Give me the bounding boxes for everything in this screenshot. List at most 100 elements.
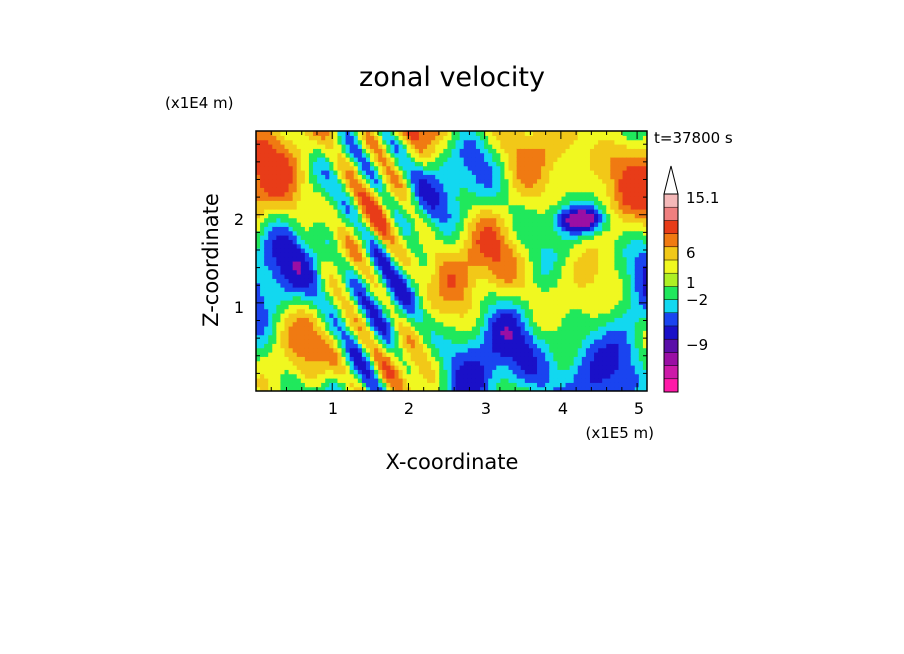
field-cell (353, 347, 359, 353)
field-cell (431, 382, 436, 388)
field-cell (565, 261, 571, 266)
field-cell (427, 330, 432, 336)
field-cell (296, 239, 302, 245)
field-cell (260, 282, 265, 288)
field-cell (300, 187, 306, 193)
field-cell (594, 343, 599, 349)
field-cell (276, 373, 282, 379)
field-cell (463, 131, 469, 136)
field-cell (427, 373, 432, 379)
field-cell (374, 252, 379, 258)
field-cell (329, 256, 334, 262)
field-cell (402, 317, 408, 323)
field-cell (268, 365, 273, 370)
field-cell (565, 386, 571, 391)
field-cell (561, 165, 567, 171)
field-cell (333, 217, 339, 223)
field-cell (300, 386, 306, 391)
field-cell (406, 373, 412, 379)
field-cell (276, 239, 282, 245)
field-cell (500, 230, 506, 236)
field-cell (475, 313, 481, 318)
field-cell (541, 191, 546, 197)
field-cell (308, 300, 314, 305)
field-cell (260, 343, 265, 349)
field-cell (480, 382, 485, 388)
field-cell (292, 365, 298, 370)
field-cell (276, 183, 282, 188)
field-cell (520, 239, 526, 245)
field-cell (410, 191, 416, 197)
field-cell (492, 217, 497, 223)
field-cell (260, 135, 265, 141)
field-cell (268, 165, 273, 171)
field-cell (272, 161, 277, 167)
field-cell (427, 369, 432, 375)
field-cell (268, 382, 273, 388)
field-cell (386, 339, 391, 344)
field-cell (455, 308, 461, 314)
field-cell (317, 131, 322, 136)
field-cell (581, 330, 587, 336)
field-cell (569, 360, 575, 366)
field-cell (361, 282, 367, 288)
field-cell (329, 157, 334, 162)
field-cell (353, 265, 359, 271)
field-cell (406, 295, 412, 301)
field-cell (520, 200, 526, 206)
field-cell (308, 304, 314, 310)
field-cell (260, 183, 265, 188)
field-cell (524, 282, 530, 288)
field-cell (451, 248, 457, 253)
field-cell (398, 261, 404, 266)
field-cell (537, 230, 542, 236)
field-cell (512, 196, 518, 201)
field-cell (422, 209, 428, 214)
field-cell (532, 317, 538, 323)
field-cell (378, 252, 383, 258)
field-cell (280, 347, 286, 353)
field-cell (345, 170, 351, 175)
field-cell (484, 191, 489, 197)
field-cell (488, 226, 493, 232)
field-cell (256, 352, 261, 357)
field-cell (410, 213, 416, 219)
field-cell (528, 226, 534, 232)
field-cell (414, 269, 420, 275)
field-cell (410, 248, 416, 253)
field-cell (386, 222, 391, 227)
field-cell (276, 222, 282, 227)
field-cell (565, 139, 571, 145)
field-cell (528, 209, 534, 214)
field-cell (390, 204, 396, 210)
field-cell (390, 295, 396, 301)
field-cell (370, 334, 375, 340)
field-cell (573, 187, 579, 193)
field-cell (321, 174, 326, 180)
field-cell (304, 165, 310, 171)
field-cell (378, 200, 383, 206)
field-cell (492, 174, 497, 180)
field-cell (471, 382, 477, 388)
field-cell (414, 378, 420, 383)
field-cell (321, 161, 326, 167)
field-cell (272, 230, 277, 236)
field-cell (288, 326, 294, 331)
field-cell (321, 304, 326, 310)
field-cell (451, 161, 457, 167)
field-cell (520, 300, 526, 305)
field-cell (345, 183, 351, 188)
field-cell (569, 235, 575, 240)
field-cell (402, 360, 408, 366)
field-cell (459, 295, 465, 301)
field-cell (374, 317, 379, 323)
field-cell (512, 248, 518, 253)
field-cell (528, 282, 534, 288)
field-cell (480, 291, 485, 297)
field-cell (488, 330, 493, 336)
field-cell (484, 339, 489, 344)
field-cell (284, 365, 290, 370)
field-cell (459, 373, 465, 379)
field-cell (512, 274, 518, 279)
field-cell (431, 339, 436, 344)
